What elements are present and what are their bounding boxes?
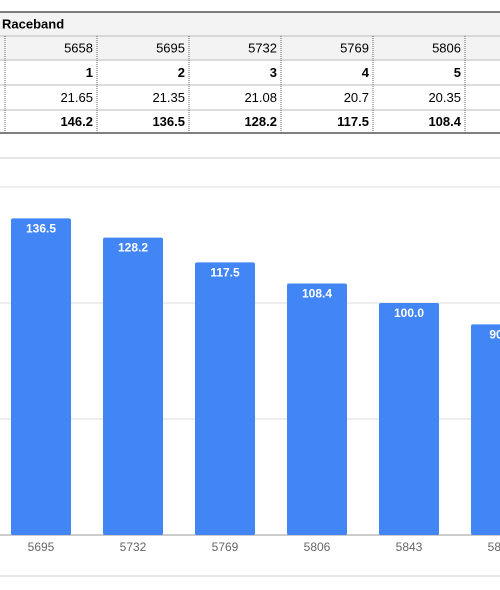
bar bbox=[287, 283, 347, 535]
x-tick-label: 5880 bbox=[488, 540, 500, 554]
data-label: 136.5 bbox=[26, 221, 56, 235]
cell: 4 bbox=[362, 65, 370, 80]
bar bbox=[471, 324, 500, 535]
cell: 136.5 bbox=[152, 114, 185, 129]
header-row-bg bbox=[0, 36, 500, 60]
cell: 128.2 bbox=[244, 114, 277, 129]
x-tick-label: 5843 bbox=[396, 540, 423, 554]
cell: 5658 bbox=[64, 40, 93, 55]
data-label: 90.8 bbox=[489, 328, 500, 342]
cell: 21.35 bbox=[152, 90, 185, 105]
table-title: Raceband bbox=[2, 16, 64, 31]
bar bbox=[103, 237, 163, 536]
data-label: 128.2 bbox=[118, 241, 148, 255]
title-row-bg bbox=[0, 12, 500, 36]
cell: 5 bbox=[454, 65, 461, 80]
cell: 21.65 bbox=[60, 90, 93, 105]
cell: 146.2 bbox=[60, 114, 93, 129]
data-label: 108.4 bbox=[302, 287, 332, 301]
cell: 20.7 bbox=[344, 90, 369, 105]
bar bbox=[195, 262, 255, 535]
data-label: 117.5 bbox=[210, 266, 240, 280]
cell: 5769 bbox=[340, 40, 369, 55]
cell: 2 bbox=[178, 65, 185, 80]
x-tick-label: 5806 bbox=[304, 540, 331, 554]
x-tick-label: 5732 bbox=[120, 540, 147, 554]
data-label: 100.0 bbox=[394, 306, 424, 320]
bar bbox=[11, 218, 71, 535]
cell: 21.08 bbox=[244, 90, 277, 105]
cell: 5806 bbox=[432, 40, 461, 55]
cell: 1 bbox=[86, 65, 93, 80]
cell: 5695 bbox=[156, 40, 185, 55]
cell: 5732 bbox=[248, 40, 277, 55]
bar bbox=[379, 303, 439, 535]
cell: 20.35 bbox=[428, 90, 461, 105]
cell: 108.4 bbox=[428, 114, 461, 129]
cell: 3 bbox=[270, 65, 277, 80]
x-tick-label: 5769 bbox=[212, 540, 239, 554]
x-tick-label: 5695 bbox=[28, 540, 55, 554]
cell: 117.5 bbox=[337, 114, 369, 129]
